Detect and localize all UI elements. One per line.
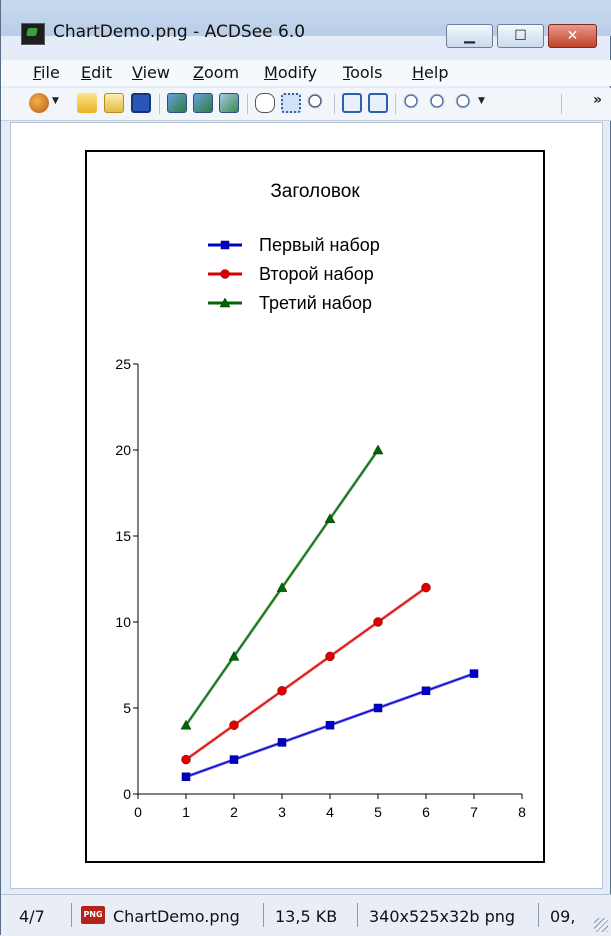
zoom-out-icon[interactable] <box>403 93 423 113</box>
toolbar-overflow-icon[interactable]: » <box>593 92 603 108</box>
y-tick-label: 0 <box>123 786 131 802</box>
hand-tool-icon[interactable] <box>255 93 275 113</box>
data-point <box>421 686 431 696</box>
legend-marker <box>219 297 231 308</box>
resize-grip-icon[interactable] <box>594 918 608 932</box>
status-separator <box>357 903 358 927</box>
maximize-button[interactable]: ☐ <box>497 24 544 48</box>
legend-marker <box>220 240 230 250</box>
acdsee-app-icon[interactable] <box>21 23 45 45</box>
save-icon[interactable] <box>131 93 151 113</box>
x-tick-label: 7 <box>470 804 478 820</box>
chevron-down-icon[interactable]: ▼ <box>52 96 59 106</box>
status-filename: ChartDemo.png <box>113 907 240 926</box>
status-separator <box>263 903 264 927</box>
prev-image-icon[interactable] <box>167 93 187 113</box>
data-point <box>469 669 479 678</box>
data-point <box>229 755 239 764</box>
chart-canvas: Заголовок Первый набор Второй набор Третий … <box>115 181 526 820</box>
data-point <box>277 738 287 747</box>
menu-bar: File Edit View Zoom Modify Tools Help <box>1 60 611 86</box>
zoom-tool-icon[interactable] <box>307 93 327 113</box>
minimize-button[interactable]: ▁ <box>446 24 493 48</box>
status-filesize: 13,5 KB <box>275 907 338 926</box>
slideshow-icon[interactable] <box>219 93 239 113</box>
data-point <box>325 720 335 730</box>
rotate-left-icon[interactable] <box>342 93 362 113</box>
toolbar-separator <box>159 94 160 114</box>
png-file-icon: PNG <box>81 906 105 924</box>
maximize-icon: ☐ <box>514 28 527 44</box>
data-point <box>325 651 335 662</box>
menu-view[interactable]: View <box>132 63 170 82</box>
data-point <box>181 772 191 782</box>
edit-icon[interactable] <box>29 93 49 113</box>
menu-tools[interactable]: Tools <box>343 63 383 82</box>
minimize-icon: ▁ <box>464 28 475 44</box>
series-line-core <box>185 587 427 761</box>
toolbar: ▼ ▼ » <box>1 88 611 121</box>
menu-file[interactable]: File <box>33 63 60 82</box>
x-tick-label: 4 <box>326 804 334 820</box>
x-tick-label: 2 <box>230 804 238 820</box>
chevron-down-icon[interactable]: ▼ <box>478 96 485 106</box>
x-tick-label: 8 <box>518 804 526 820</box>
data-point <box>228 650 240 661</box>
data-point <box>181 754 191 765</box>
status-separator <box>71 903 72 927</box>
select-tool-icon[interactable] <box>281 93 301 113</box>
status-bar: 4/7 PNG ChartDemo.png 13,5 KB 340x525x32… <box>1 894 611 936</box>
data-point <box>324 513 336 524</box>
data-point <box>180 719 192 730</box>
x-tick-label: 5 <box>374 804 382 820</box>
y-tick-label: 25 <box>115 356 131 372</box>
open-folder-icon[interactable] <box>77 93 97 113</box>
status-datetime: 09, <box>550 907 576 926</box>
x-tick-label: 6 <box>422 804 430 820</box>
browse-icon[interactable] <box>104 93 124 113</box>
y-tick-label: 20 <box>115 442 131 458</box>
data-point <box>421 582 431 593</box>
menu-edit[interactable]: Edit <box>81 63 112 82</box>
chart-title: Заголовок <box>270 181 360 202</box>
zoom-in-icon[interactable] <box>429 93 449 113</box>
rotate-right-icon[interactable] <box>368 93 388 113</box>
data-point <box>373 703 383 713</box>
y-tick-label: 5 <box>123 700 131 716</box>
status-imageinfo: 340x525x32b png <box>369 907 516 926</box>
legend-marker <box>220 269 230 279</box>
data-point <box>373 617 383 627</box>
toolbar-separator <box>561 94 562 114</box>
data-point <box>276 582 288 592</box>
menu-modify[interactable]: Modify <box>264 63 318 82</box>
status-position: 4/7 <box>19 907 45 926</box>
menu-help[interactable]: Help <box>412 63 449 82</box>
y-tick-label: 15 <box>115 528 131 544</box>
close-button[interactable]: ✕ <box>548 24 597 48</box>
y-tick-label: 10 <box>115 614 131 630</box>
x-tick-label: 3 <box>278 804 286 820</box>
legend-label: Первый набор <box>259 235 380 255</box>
next-image-icon[interactable] <box>193 93 213 113</box>
x-tick-label: 0 <box>134 804 142 820</box>
toolbar-separator <box>247 94 248 114</box>
chart-image: Заголовок Первый набор Второй набор Третий … <box>85 150 545 863</box>
close-icon: ✕ <box>566 28 579 44</box>
data-point <box>229 720 239 730</box>
legend-label: Второй набор <box>259 264 374 284</box>
x-tick-label: 1 <box>182 804 190 820</box>
legend-label: Третий набор <box>259 293 372 313</box>
data-point <box>372 444 384 455</box>
status-separator <box>538 903 539 927</box>
data-point <box>277 686 287 696</box>
zoom-menu-icon[interactable] <box>455 93 475 113</box>
title-bar[interactable]: ChartDemo.png - ACDSee 6.0 ▁ ☐ ✕ <box>1 0 611 48</box>
toolbar-separator <box>334 94 335 114</box>
window-title: ChartDemo.png - ACDSee 6.0 <box>53 22 306 42</box>
toolbar-separator <box>395 94 396 114</box>
menu-zoom[interactable]: Zoom <box>193 63 240 82</box>
